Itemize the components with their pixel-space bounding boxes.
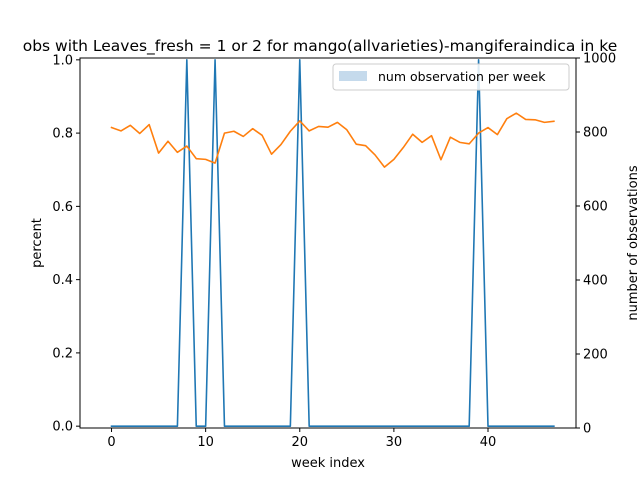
y-axis-label: percent [30, 218, 45, 268]
legend-swatch [339, 71, 367, 81]
legend-frame [332, 63, 570, 91]
y2-tick-label: 400 [583, 274, 608, 289]
x-tick-label: 40 [480, 435, 497, 450]
y2-axis-label: number of observations [626, 165, 640, 320]
series-line-observations [110, 112, 555, 168]
y-tick-label: 0.0 [52, 420, 73, 435]
y2-tick-label: 1000 [583, 52, 616, 67]
plot-frame [79, 57, 577, 429]
y-tick-label: 1.0 [52, 53, 73, 68]
x-axis-label: week index [291, 456, 365, 471]
y2-tick-label: 600 [583, 200, 608, 215]
legend: num observation per week [332, 63, 570, 91]
chart-title: obs with Leaves_fresh = 1 or 2 for mango… [23, 37, 618, 56]
y2-tick-label: 0 [583, 422, 591, 437]
y2-tick-label: 200 [583, 348, 608, 363]
series-line-percent [110, 59, 555, 427]
y-tick-label: 0.2 [52, 346, 73, 361]
x-tick-label: 0 [107, 435, 115, 450]
x-tick-label: 10 [197, 435, 214, 450]
x-tick-label: 20 [291, 435, 308, 450]
y-tick-label: 0.6 [52, 200, 73, 215]
y-tick-label: 0.4 [52, 273, 73, 288]
y-tick-label: 0.8 [52, 127, 73, 142]
legend-entry-label: num observation per week [378, 69, 546, 84]
y2-tick-label: 800 [583, 126, 608, 141]
x-tick-label: 30 [386, 435, 403, 450]
